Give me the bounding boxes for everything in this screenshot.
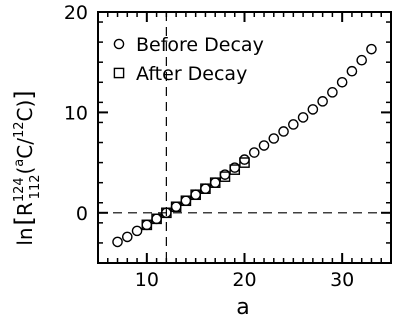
legend-label: Before Decay: [136, 34, 264, 56]
square-data-point: [200, 183, 211, 195]
square-data-point: [219, 171, 231, 182]
circle-data-point: [190, 189, 201, 201]
x-tick-label: 20: [232, 269, 256, 291]
square-data-point: [229, 164, 241, 175]
series-after-decay: [141, 157, 250, 231]
circle-data-point: [317, 96, 328, 107]
circle-data-point: [366, 43, 377, 55]
square-data-point: [141, 219, 153, 231]
y-axis-label-r: R: [13, 202, 37, 216]
y-axis-label-open-paren: (: [13, 167, 37, 175]
circle-data-point: [248, 147, 260, 158]
x-axis-label: a: [236, 295, 249, 320]
y-axis-label-12-sup: 12: [12, 121, 27, 138]
y-axis-label: ln [R124112(aC/12C)]: [10, 90, 43, 245]
y-axis-label-open-bracket: [: [10, 216, 38, 225]
y-axis-label-a-sup: a: [12, 159, 27, 167]
circle-data-point: [297, 112, 309, 123]
circle-data-point: [336, 76, 348, 88]
axes-layer: 10 20 30 0 10 20: [64, 2, 392, 291]
x-tick-label: 30: [330, 269, 354, 291]
square-data-point: [180, 195, 192, 207]
circle-data-point: [200, 183, 211, 195]
legend-layer: Before Decay After Decay: [113, 34, 264, 85]
legend-label: After Decay: [136, 63, 247, 85]
plot-layer: [98, 12, 391, 263]
circle-data-point: [131, 225, 143, 237]
y-axis-label-c1: C/: [13, 138, 37, 159]
circle-data-point: [288, 119, 299, 130]
square-data-point: [190, 189, 201, 201]
circle-data-point: [356, 54, 368, 66]
y-tick-label: 0: [76, 203, 88, 225]
square-data-point: [239, 157, 250, 168]
circle-data-point: [141, 219, 153, 231]
circle-data-point: [112, 236, 123, 248]
circle-data-point: [278, 126, 289, 137]
circle-data-point: [239, 154, 250, 165]
y-tick-label: 10: [64, 102, 88, 124]
circle-data-point: [346, 65, 358, 77]
circle-data-point: [307, 104, 319, 115]
circle-data-point: [209, 177, 221, 188]
y-axis-label-close-bracket: ]: [10, 90, 38, 99]
circle-data-point: [180, 195, 192, 207]
y-axis-label-sup: 124: [12, 177, 27, 202]
y-axis-label-sub: 112: [28, 175, 43, 200]
x-tick-label: 10: [135, 269, 159, 291]
y-tick-label: 20: [64, 2, 88, 24]
circle-data-point: [258, 140, 270, 151]
square-data-point: [170, 201, 182, 213]
y-axis-label-c2: C): [13, 100, 37, 122]
circle-data-point: [327, 87, 338, 98]
circle-data-point: [151, 213, 162, 225]
y-axis-label-prefix: ln: [13, 227, 37, 245]
square-data-point: [209, 177, 221, 188]
square-data-point: [151, 213, 162, 225]
circle-data-point: [122, 231, 133, 243]
legend-marker-square: [113, 67, 125, 79]
legend-marker-circle: [113, 38, 125, 50]
circle-data-point: [170, 201, 182, 213]
circle-data-point: [268, 133, 280, 144]
square-data-point: [161, 207, 172, 219]
